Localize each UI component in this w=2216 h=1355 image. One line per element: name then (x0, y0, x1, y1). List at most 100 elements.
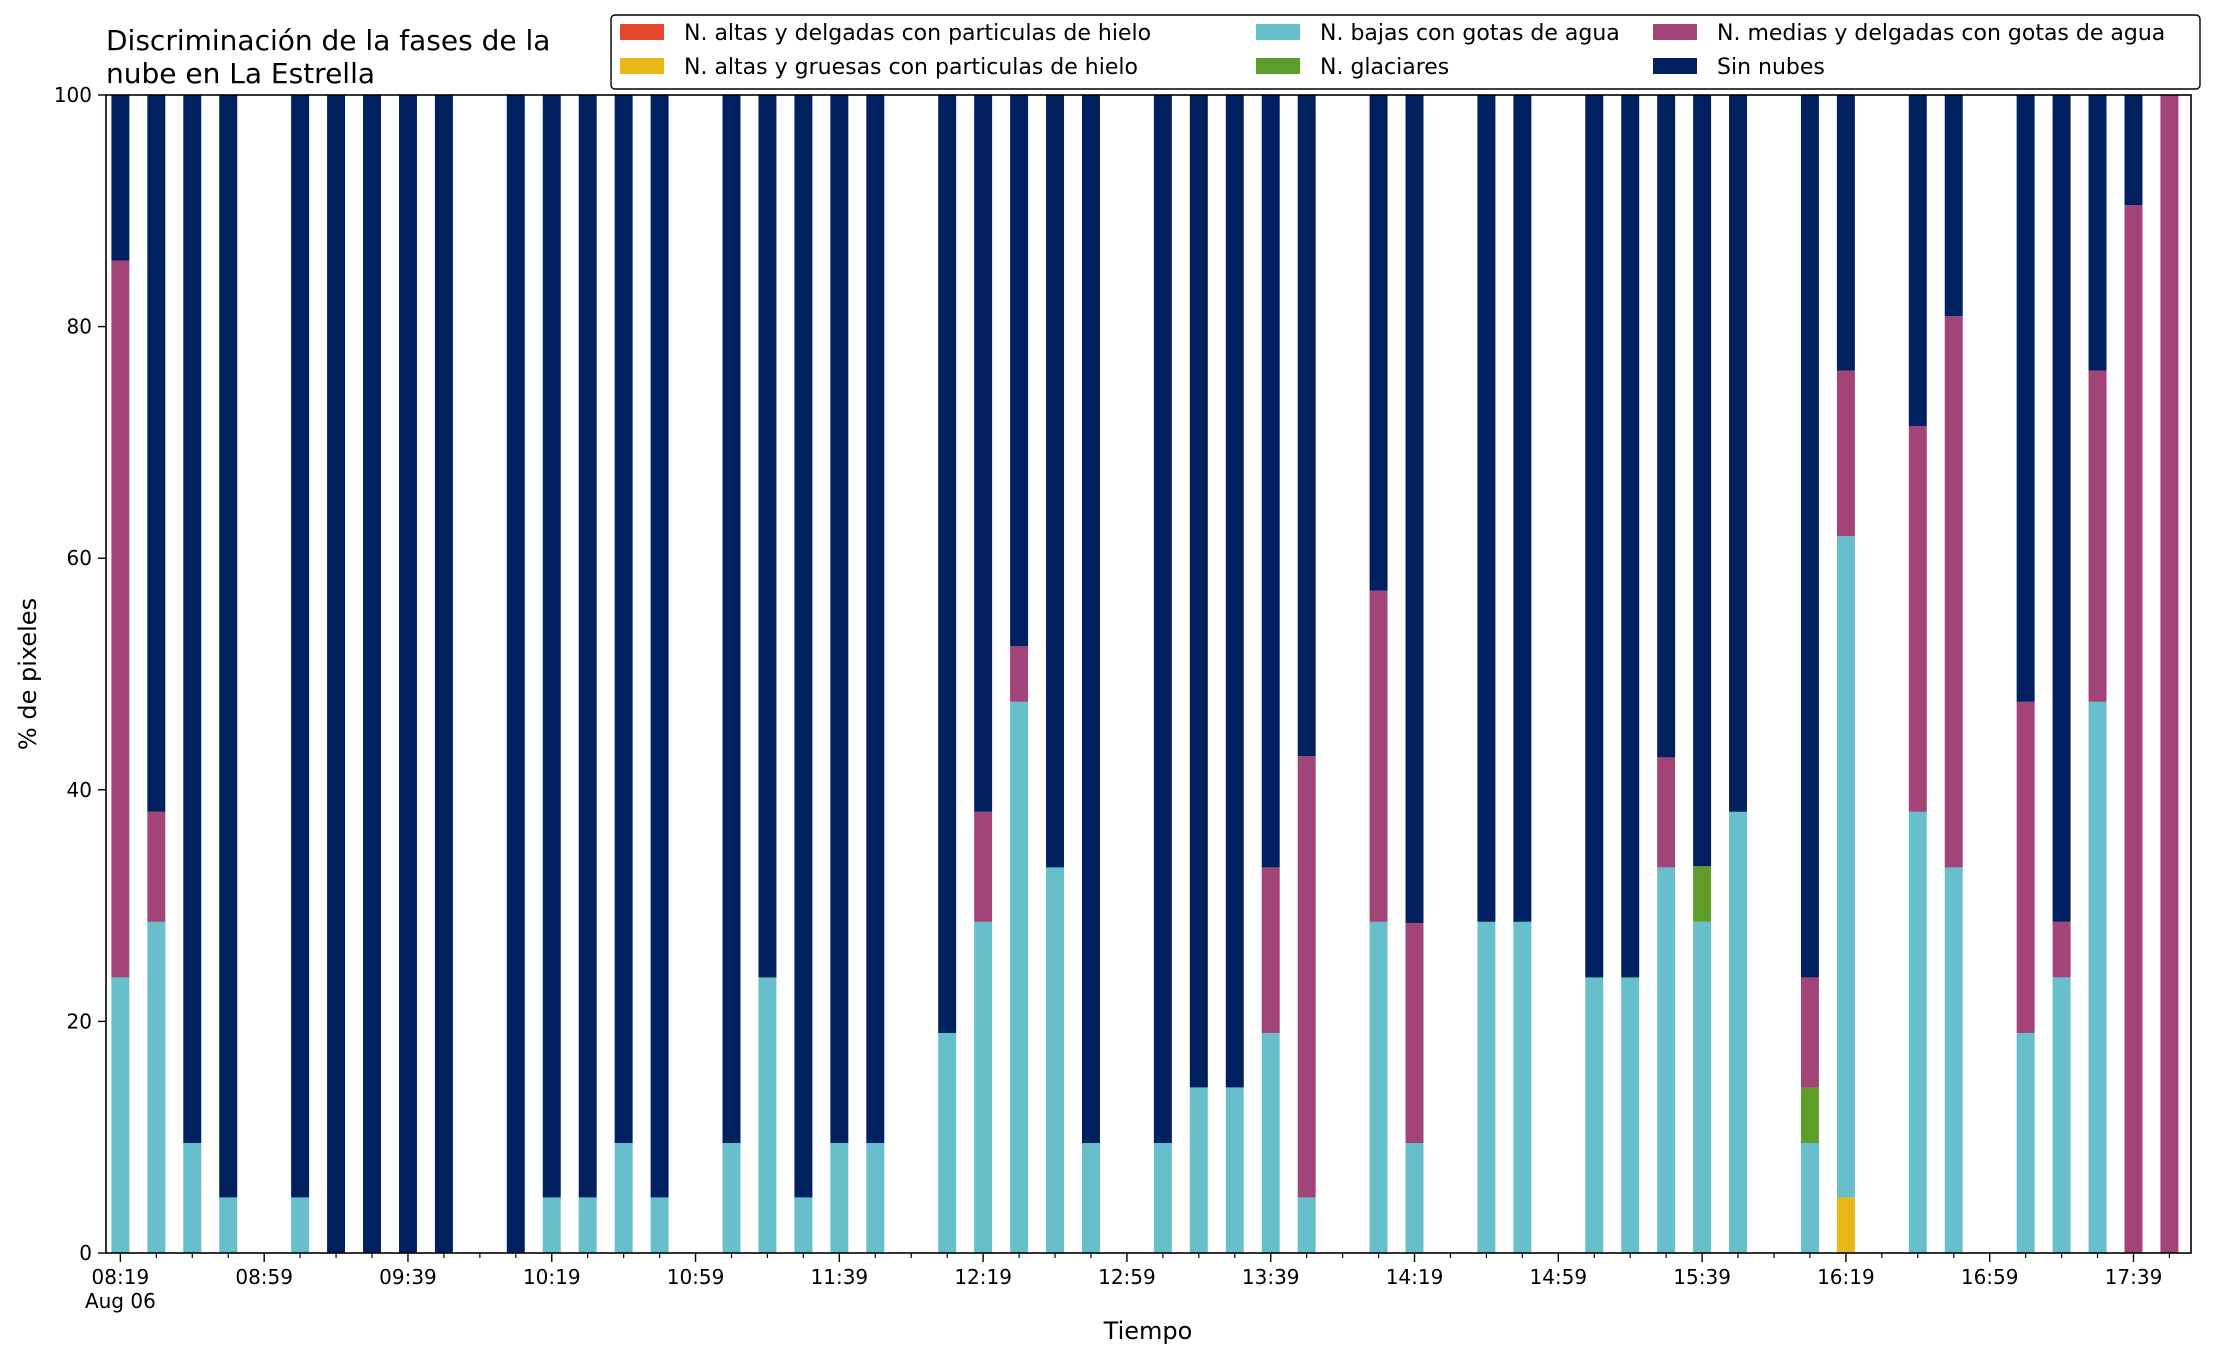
x-tick-label: 12:59 (1098, 1265, 1156, 1289)
bar-segment-0829-sn (147, 95, 166, 812)
bar-segment-1319-sn (1189, 95, 1208, 1088)
bar-segment-1649-md (1944, 316, 1963, 868)
bar-segment-1139-bj (830, 1142, 849, 1253)
legend-label-gl: N. glaciares (1320, 55, 1449, 80)
bar-segment-1619-sn (1836, 95, 1855, 371)
bar-segment-1409-md (1369, 590, 1388, 922)
bar-segment-1649-sn (1944, 95, 1963, 317)
bar-segment-1609-md (1800, 977, 1819, 1088)
bar-segment-1619-md (1836, 370, 1855, 537)
bar-segment-1619-ag (1836, 1197, 1855, 1253)
x-tick-label: 09:39 (379, 1265, 437, 1289)
bar-segment-0939-sn (398, 95, 417, 1253)
bar-segment-1549-sn (1729, 95, 1748, 812)
bar-segment-0819-bj (111, 977, 130, 1253)
x-tick-label: 17:39 (2105, 1265, 2163, 1289)
y-tick-label: 20 (67, 1009, 92, 1033)
bar-segment-0839-bj (183, 1142, 202, 1253)
x-tick-label: 11:39 (811, 1265, 869, 1289)
bar-segment-1709-bj (2016, 1032, 2035, 1253)
legend-label-aa: N. altas y delgadas con particulas de hi… (684, 21, 1151, 46)
bar-segment-1639-bj (1908, 811, 1927, 1253)
legend: N. altas y delgadas con particulas de hi… (610, 14, 2201, 90)
bar-segment-0849-bj (219, 1197, 238, 1253)
bar-segment-1719-md (2052, 921, 2071, 978)
bar-segment-1609-bj (1800, 1142, 1819, 1253)
bar-segment-0919-sn (327, 95, 346, 1253)
bar-segment-1439-bj (1477, 921, 1496, 1253)
bar-segment-1739-sn (2124, 95, 2143, 206)
bar-segment-0839-sn (183, 95, 202, 1143)
x-axis-label: Tiempo (1103, 1317, 1193, 1345)
bar-segment-0909-sn (291, 95, 310, 1198)
bar-segment-1009-sn (506, 95, 525, 1253)
bar-segment-1039-sn (614, 95, 633, 1143)
bar-segment-1509-bj (1585, 977, 1604, 1253)
bar-segment-1729-md (2088, 370, 2107, 702)
bar-segment-1539-bj (1693, 921, 1712, 1253)
bar-segment-1639-md (1908, 426, 1927, 812)
bar-segment-0909-bj (291, 1197, 310, 1253)
bar-segment-1249-sn (1082, 95, 1100, 1143)
bar-segment-1119-sn (758, 95, 777, 978)
bar-segment-1649-bj (1944, 867, 1963, 1253)
legend-swatch-sn (1653, 58, 1697, 74)
y-tick-label: 80 (67, 315, 92, 339)
bar-segment-1229-md (1010, 646, 1029, 702)
bar-segment-1519-sn (1621, 95, 1640, 978)
y-tick-label: 40 (67, 778, 92, 802)
bar-segment-1449-bj (1513, 921, 1532, 1253)
bar-segment-1739-md (2124, 205, 2143, 1253)
chart-title-line-2: nube en La Estrella (106, 57, 375, 90)
bar-segment-1349-bj (1297, 1197, 1316, 1253)
bar-segment-1619-bj (1836, 536, 1855, 1198)
legend-swatch-aa (620, 24, 664, 40)
bar-segment-1729-sn (2088, 95, 2107, 371)
bar-segment-1719-bj (2052, 977, 2071, 1253)
plot-frame (105, 94, 2192, 1254)
bar-segment-1149-sn (866, 95, 885, 1143)
bar-segment-1229-sn (1010, 95, 1029, 647)
bar-segment-1519-bj (1621, 977, 1640, 1253)
bar-segment-1609-sn (1800, 95, 1819, 978)
bar-segment-1509-sn (1585, 95, 1604, 978)
bars-group (111, 95, 2179, 1253)
bar-segment-1339-sn (1261, 95, 1280, 868)
bar-segment-1129-bj (794, 1197, 813, 1253)
bar-segment-1529-md (1657, 757, 1676, 868)
x-tick-label: 10:59 (667, 1265, 725, 1289)
bar-segment-1529-bj (1657, 867, 1676, 1253)
x-tick-label: 10:19 (523, 1265, 581, 1289)
bar-segment-1139-sn (830, 95, 849, 1143)
x-tick-label: 13:39 (1242, 1265, 1300, 1289)
bar-segment-1539-sn (1693, 95, 1712, 867)
bar-segment-1019-sn (542, 95, 561, 1198)
bar-segment-1019-bj (542, 1197, 561, 1253)
bar-segment-1049-sn (650, 95, 669, 1198)
bar-segment-1329-bj (1225, 1087, 1244, 1253)
bar-segment-1639-sn (1908, 95, 1927, 427)
bar-segment-1219-md (974, 811, 993, 922)
x-tick-label: 08:19 (92, 1265, 150, 1289)
bar-segment-0829-bj (147, 921, 166, 1253)
legend-frame (610, 14, 2201, 90)
x-tick-label: 16:19 (1817, 1265, 1875, 1289)
x-tick-label: 12:19 (954, 1265, 1012, 1289)
bar-segment-1419-md (1405, 922, 1424, 1143)
bar-segment-1149-bj (866, 1142, 885, 1253)
bar-segment-1329-sn (1225, 95, 1244, 1088)
legend-label-md: N. medias y delgadas con gotas de agua (1717, 21, 2165, 46)
y-axis-ticks: 0 20 40 60 80 100 (54, 83, 106, 1265)
bar-segment-1439-sn (1477, 95, 1496, 922)
bar-segment-1109-bj (722, 1142, 741, 1253)
bar-segment-1029-bj (578, 1197, 597, 1253)
bar-segment-1609-gl (1800, 1087, 1819, 1143)
bar-segment-1349-md (1297, 756, 1316, 1198)
bar-segment-1239-sn (1046, 95, 1065, 868)
legend-label-sn: Sin nubes (1717, 55, 1825, 80)
legend-label-bj: N. bajas con gotas de agua (1320, 21, 1620, 46)
y-axis-label: % de pixeles (14, 598, 42, 750)
bar-segment-1249-bj (1082, 1142, 1100, 1253)
